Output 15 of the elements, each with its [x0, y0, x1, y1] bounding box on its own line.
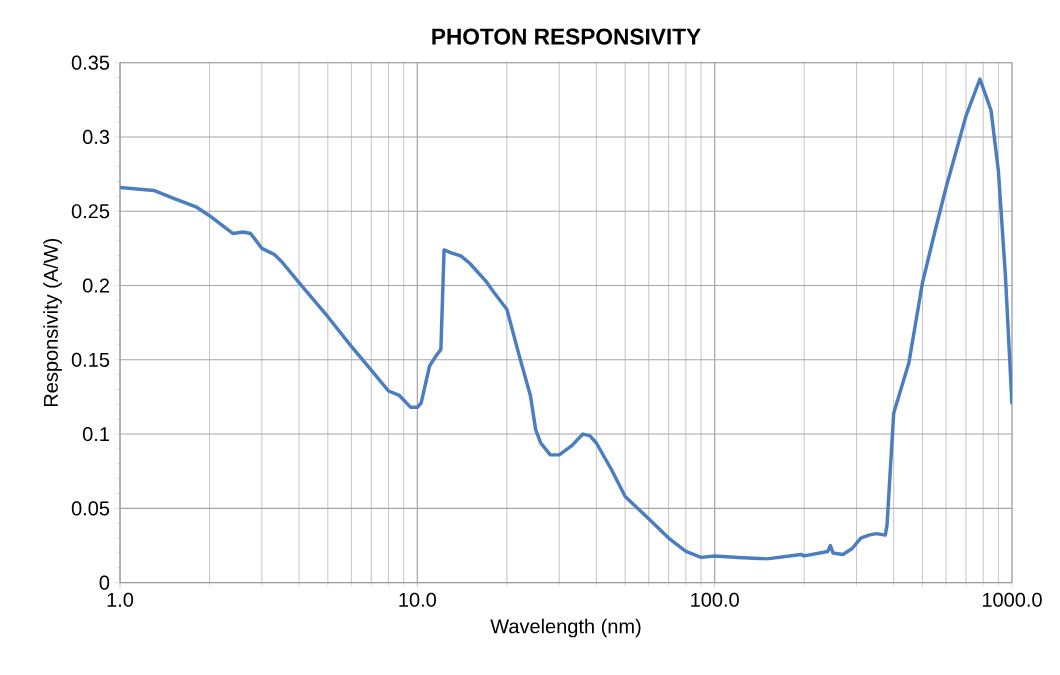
x-tick-label: 100.0 — [691, 592, 739, 608]
y-tick-label: 0.1 — [82, 427, 109, 442]
y-tick-label: 0.2 — [82, 278, 109, 293]
x-tick-label: 1000.0 — [982, 592, 1042, 608]
y-axis-title: Responsivity (A/W) — [43, 239, 62, 407]
x-tick-label: 1.0 — [107, 592, 134, 608]
y-tick-label: 0 — [99, 575, 110, 590]
chart-title: PHOTON RESPONSIVITY — [432, 28, 701, 45]
y-tick-label: 0.15 — [71, 352, 110, 368]
y-tick-label: 0.25 — [71, 204, 110, 219]
x-axis-title: Wavelength (nm) — [490, 618, 641, 638]
x-tick-label: 10.0 — [399, 592, 437, 608]
y-tick-label: 0.3 — [82, 130, 110, 145]
y-tick-label: 0.35 — [71, 55, 110, 70]
y-tick-label: 0.05 — [71, 501, 110, 516]
